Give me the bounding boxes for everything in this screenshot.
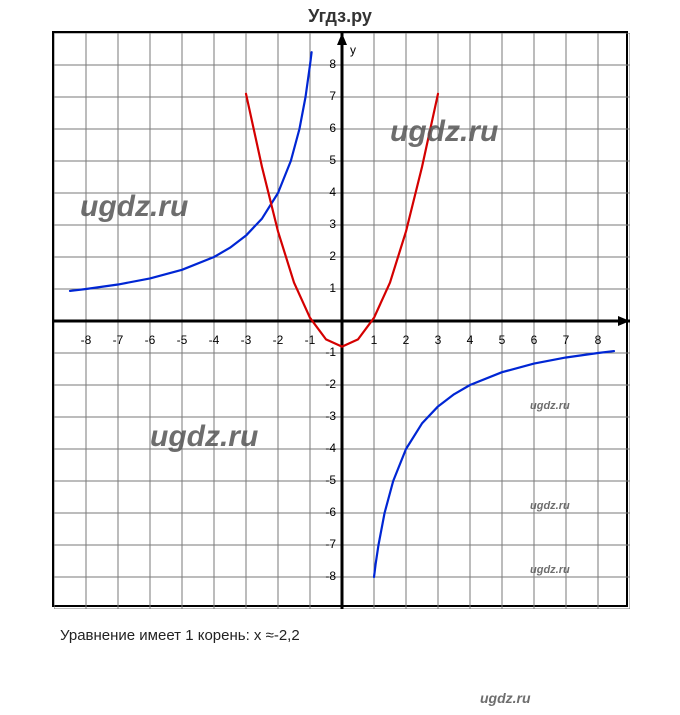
x-tick-label: -3: [241, 333, 252, 347]
y-tick-label: -7: [325, 537, 336, 551]
watermark-text: ugdz.ru: [530, 564, 570, 576]
answer-text: Уравнение имеет 1 корень: x ≈-2,2: [0, 607, 680, 644]
x-tick-label: -1: [305, 333, 316, 347]
x-tick-label: -2: [273, 333, 284, 347]
x-tick-label: 5: [499, 333, 506, 347]
y-tick-label: -1: [325, 345, 336, 359]
y-tick-label: 6: [329, 121, 336, 135]
x-tick-label: 4: [467, 333, 474, 347]
x-tick-label: -6: [145, 333, 156, 347]
x-tick-label: 1: [371, 333, 378, 347]
y-tick-label: 5: [329, 153, 336, 167]
x-tick-label: 6: [531, 333, 538, 347]
page-title: Угдз.ру: [0, 0, 680, 31]
y-tick-label: -5: [325, 473, 336, 487]
watermark-text: ugdz.ru: [150, 420, 258, 454]
watermark-text: ugdz.ru: [390, 115, 498, 149]
y-tick-label: 4: [329, 185, 336, 199]
x-tick-label: -4: [209, 333, 220, 347]
y-tick-label: -6: [325, 505, 336, 519]
x-tick-label: -7: [113, 333, 124, 347]
y-tick-label: 3: [329, 217, 336, 231]
y-axis-label: y: [350, 43, 356, 57]
series-hyperbola-upper: [70, 52, 312, 291]
watermark-text: ugdz.ru: [530, 400, 570, 412]
y-tick-label: -8: [325, 569, 336, 583]
y-tick-label: -4: [325, 441, 336, 455]
y-tick-label: 7: [329, 89, 336, 103]
y-tick-label: 8: [329, 57, 336, 71]
watermark-text: ugdz.ru: [480, 690, 531, 706]
y-tick-label: -2: [325, 377, 336, 391]
plot-area: -8 -7 -6 -5 -4 -3 -2 -1 1 2 3 4 5 6 7 8 -8 -7 -6 -5 -4 -3 -2 -1…: [52, 31, 628, 607]
y-tick-label: 2: [329, 249, 336, 263]
chart-svg: -8 -7 -6 -5 -4 -3 -2 -1 1 2 3 4 5 6 7 8 -8 -7 -6 -5 -4 -3 -2 -1…: [54, 33, 630, 609]
y-tick-label: 1: [329, 281, 336, 295]
y-tick-label: -3: [325, 409, 336, 423]
x-tick-label: 7: [563, 333, 570, 347]
x-tick-label: 2: [403, 333, 410, 347]
x-tick-label: 8: [595, 333, 602, 347]
x-tick-label: -5: [177, 333, 188, 347]
watermark-text: ugdz.ru: [530, 500, 570, 512]
watermark-text: ugdz.ru: [80, 190, 188, 224]
x-tick-label: -8: [81, 333, 92, 347]
x-tick-label: 3: [435, 333, 442, 347]
